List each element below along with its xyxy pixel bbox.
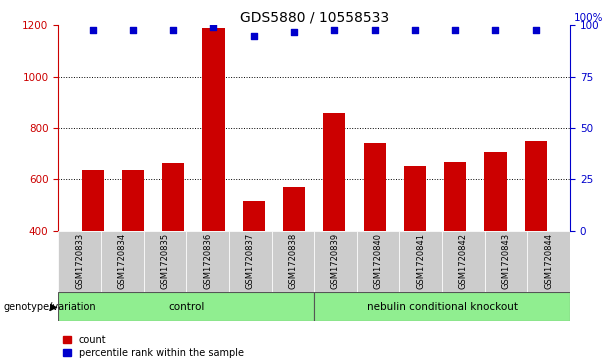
Text: 100%: 100%: [574, 13, 604, 23]
Text: GSM1720835: GSM1720835: [161, 233, 169, 289]
Bar: [143, 231, 186, 292]
Bar: [122, 170, 144, 231]
Point: [88, 26, 97, 32]
Title: GDS5880 / 10558533: GDS5880 / 10558533: [240, 10, 389, 24]
Bar: [525, 141, 547, 231]
Text: GSM1720842: GSM1720842: [459, 233, 468, 289]
Bar: [82, 170, 104, 231]
Point: [168, 26, 178, 32]
Text: GSM1720833: GSM1720833: [75, 233, 84, 289]
Text: GSM1720837: GSM1720837: [246, 233, 254, 289]
Bar: [404, 166, 426, 231]
Text: GSM1720844: GSM1720844: [544, 233, 554, 289]
Bar: [444, 162, 466, 231]
Bar: [229, 231, 272, 292]
Legend: count, percentile rank within the sample: count, percentile rank within the sample: [63, 335, 243, 358]
Bar: [527, 231, 570, 292]
Text: genotype/variation: genotype/variation: [3, 302, 96, 312]
Text: GSM1720839: GSM1720839: [331, 233, 340, 289]
Text: GSM1720840: GSM1720840: [374, 233, 383, 289]
Bar: [101, 231, 143, 292]
Point: [370, 26, 379, 32]
Bar: [357, 231, 400, 292]
Bar: [202, 28, 224, 231]
Point: [208, 25, 218, 30]
Point: [410, 26, 420, 32]
Bar: [58, 231, 101, 292]
Bar: [58, 292, 314, 321]
Text: ▶: ▶: [50, 302, 57, 312]
Bar: [272, 231, 314, 292]
Text: control: control: [168, 302, 204, 312]
Bar: [314, 292, 570, 321]
Point: [451, 26, 460, 32]
Bar: [283, 187, 305, 231]
Bar: [442, 231, 485, 292]
Text: GSM1720836: GSM1720836: [203, 233, 212, 289]
Bar: [485, 231, 527, 292]
Point: [289, 29, 299, 34]
Bar: [323, 113, 345, 231]
Bar: [186, 231, 229, 292]
Point: [128, 26, 138, 32]
Text: GSM1720834: GSM1720834: [118, 233, 127, 289]
Bar: [484, 151, 506, 231]
Point: [329, 26, 339, 32]
Bar: [400, 231, 442, 292]
Point: [249, 33, 259, 38]
Bar: [364, 143, 386, 231]
Point: [531, 26, 541, 32]
Text: nebulin conditional knockout: nebulin conditional knockout: [367, 302, 517, 312]
Text: GSM1720838: GSM1720838: [288, 233, 297, 289]
Text: GSM1720843: GSM1720843: [501, 233, 511, 289]
Point: [490, 26, 500, 32]
Bar: [243, 201, 265, 231]
Bar: [314, 231, 357, 292]
Text: GSM1720841: GSM1720841: [416, 233, 425, 289]
Bar: [162, 163, 185, 231]
